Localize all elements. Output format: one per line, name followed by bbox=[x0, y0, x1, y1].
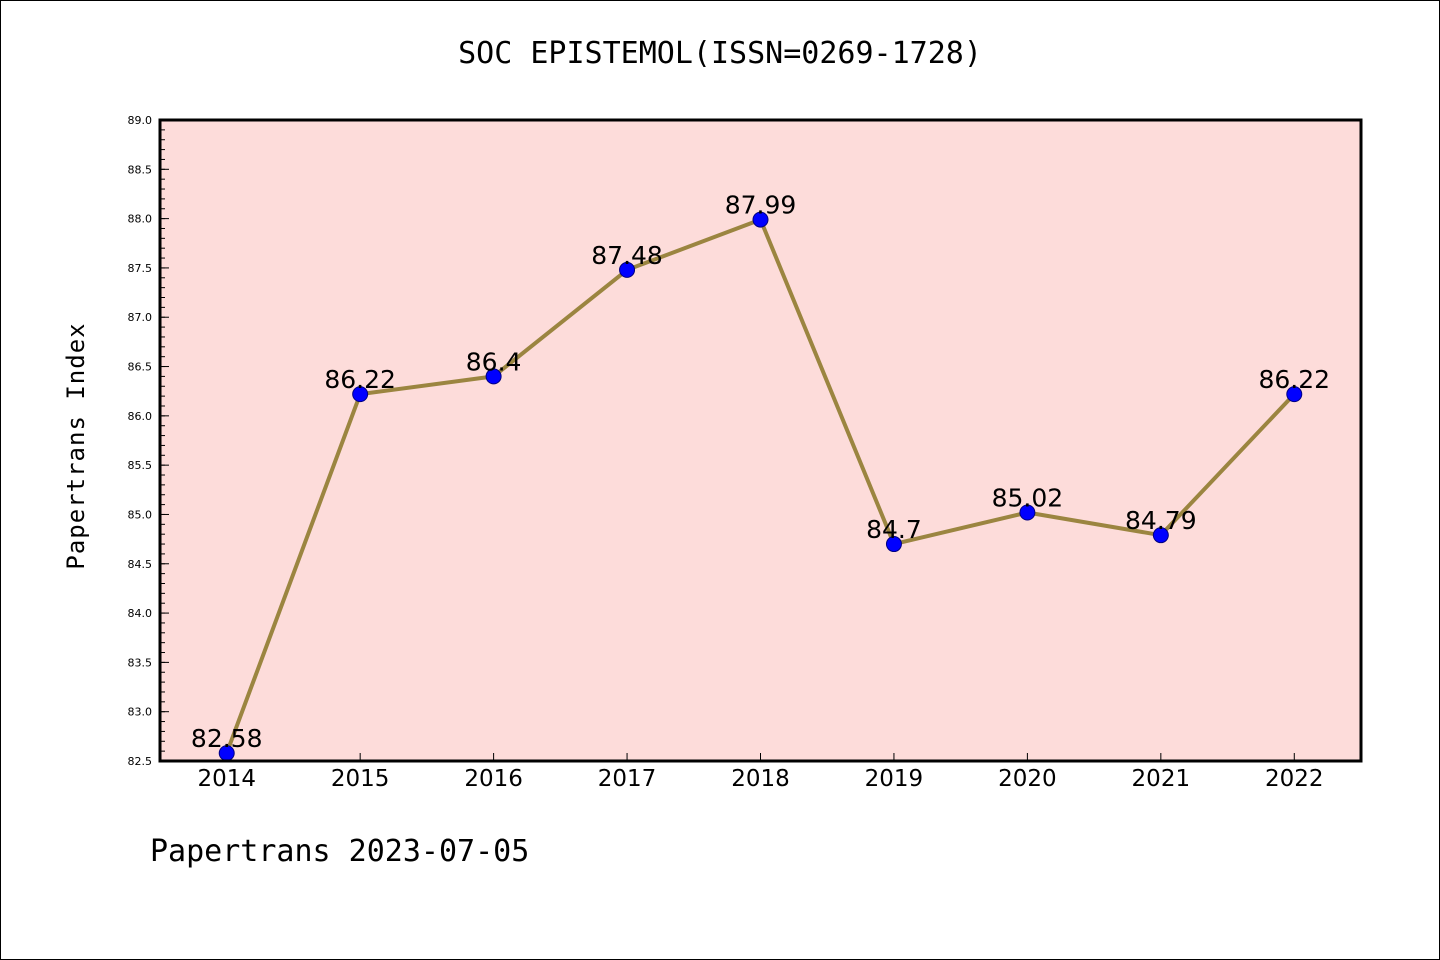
data-label: 87.99 bbox=[725, 191, 797, 220]
y-tick-label: 87.5 bbox=[128, 262, 153, 275]
x-tick-label: 2014 bbox=[197, 766, 256, 792]
data-label: 87.48 bbox=[591, 241, 663, 270]
y-tick-label: 88.0 bbox=[128, 213, 153, 226]
y-tick-label: 85.0 bbox=[128, 508, 153, 521]
data-point bbox=[1286, 386, 1303, 403]
y-tick-label: 83.0 bbox=[128, 706, 153, 719]
data-point bbox=[1152, 527, 1169, 544]
y-tick-label: 83.5 bbox=[128, 656, 153, 669]
data-label: 86.4 bbox=[466, 347, 522, 376]
y-tick-label: 84.0 bbox=[128, 607, 153, 620]
y-tick-label: 84.5 bbox=[128, 558, 153, 571]
data-point bbox=[352, 386, 369, 403]
data-point bbox=[1019, 504, 1036, 521]
data-point bbox=[619, 261, 636, 278]
y-tick-label: 85.5 bbox=[128, 459, 153, 472]
x-tick-label: 2017 bbox=[598, 766, 657, 792]
x-tick-label: 2015 bbox=[331, 766, 390, 792]
x-tick-label: 2018 bbox=[731, 766, 790, 792]
data-label: 85.02 bbox=[992, 483, 1064, 512]
x-tick-label: 2021 bbox=[1132, 766, 1191, 792]
y-tick-label: 88.5 bbox=[128, 163, 153, 176]
data-label: 82.58 bbox=[191, 724, 263, 753]
plot-frame bbox=[158, 118, 1363, 763]
x-tick-label: 2019 bbox=[865, 766, 924, 792]
x-tick-label: 2016 bbox=[464, 766, 523, 792]
y-tick-label: 86.5 bbox=[128, 361, 153, 374]
data-label: 86.22 bbox=[324, 365, 396, 394]
data-label: 86.22 bbox=[1258, 365, 1330, 394]
x-tick-label: 2020 bbox=[998, 766, 1057, 792]
data-label: 84.7 bbox=[866, 515, 922, 544]
data-point bbox=[485, 368, 502, 385]
data-label: 84.79 bbox=[1125, 506, 1197, 535]
y-tick-label: 87.0 bbox=[128, 311, 153, 324]
y-tick-label: 82.5 bbox=[128, 755, 153, 768]
y-tick-label: 89.0 bbox=[128, 114, 153, 127]
chart-title: SOC EPISTEMOL(ISSN=0269-1728) bbox=[458, 36, 982, 71]
footer-text: Papertrans 2023-07-05 bbox=[150, 834, 530, 869]
data-point bbox=[885, 536, 902, 553]
y-tick-label: 86.0 bbox=[128, 410, 153, 423]
data-point bbox=[752, 211, 769, 228]
x-tick-label: 2022 bbox=[1265, 766, 1324, 792]
